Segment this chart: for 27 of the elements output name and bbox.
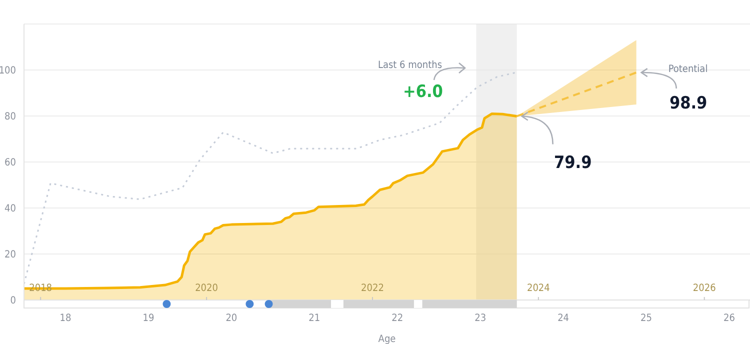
annotation: 79.9 xyxy=(554,153,592,174)
x-tick-label: 24 xyxy=(558,313,570,324)
x-tick-label: 22 xyxy=(392,313,404,324)
x-tick-label: 18 xyxy=(60,313,72,324)
x2-tick-label: 2018 xyxy=(29,283,52,294)
x2-tick-label: 2026 xyxy=(692,283,716,294)
y-tick-label: 40 xyxy=(4,204,16,215)
annotation: Potential xyxy=(667,64,709,76)
x-tick-label: 25 xyxy=(640,313,652,324)
x-tick-label: 26 xyxy=(724,313,736,324)
annotation: 98.9 xyxy=(669,94,708,114)
y-tick-label: 60 xyxy=(4,158,16,169)
x2-tick-label: 2020 xyxy=(195,283,218,294)
y-tick-label: 100 xyxy=(0,66,16,77)
y-tick-label: 80 xyxy=(4,112,16,123)
x-tick-label: 23 xyxy=(474,313,486,324)
line-series xyxy=(24,72,518,285)
annotation: Last 6 months xyxy=(376,60,444,72)
annotation: +6.0 xyxy=(402,82,444,102)
x-axis-title: Age xyxy=(378,334,396,344)
x-tick-label: 21 xyxy=(308,313,320,324)
y-tick-label: 0 xyxy=(10,296,16,307)
x2-tick-label: 2024 xyxy=(526,283,550,294)
x-tick-label: 19 xyxy=(142,313,154,324)
x-tick-label: 20 xyxy=(226,313,238,324)
x2-tick-label: 2022 xyxy=(361,283,384,294)
y-tick-label: 20 xyxy=(4,250,16,261)
